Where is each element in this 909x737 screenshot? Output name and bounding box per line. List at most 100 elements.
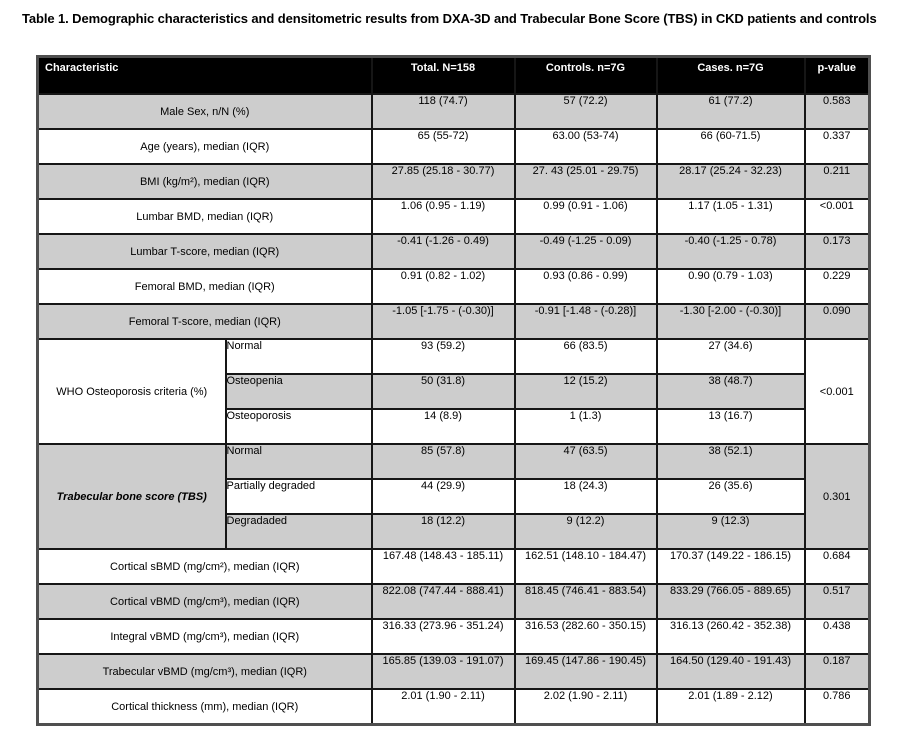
cell-pvalue: 0.211 [803,163,871,200]
table-row: Trabecular vBMD (mg/cm³), median (IQR) 1… [36,653,871,690]
cell-total: 50 (31.8) [370,373,516,410]
cell-pvalue: 0.090 [803,303,871,340]
cell-controls: 0.93 (0.86 - 0.99) [513,268,658,305]
header-controls: Controls. n=7G [513,55,658,95]
header-characteristic: Characteristic [36,55,373,95]
cell-total: 85 (57.8) [370,443,516,480]
cell-total: 0.91 (0.82 - 1.02) [370,268,516,305]
cell-subcategory: Osteoporosis [224,408,373,445]
cell-controls: 12 (15.2) [513,373,658,410]
table-row: Cortical thickness (mm), median (IQR) 2.… [36,688,871,726]
cell-characteristic: Age (years), median (IQR) [36,128,373,165]
cell-pvalue: 0.229 [803,268,871,305]
cell-pvalue: 0.438 [803,618,871,655]
cell-cases: 170.37 (149.22 - 186.15) [655,548,806,585]
cell-subcategory: Degradaded [224,513,373,550]
cell-cases: 27 (34.6) [655,338,806,375]
cell-characteristic: Trabecular vBMD (mg/cm³), median (IQR) [36,653,373,690]
cell-cases: -1.30 [-2.00 - (-0.30)] [655,303,806,340]
cell-cases: 833.29 (766.05 - 889.65) [655,583,806,620]
cell-controls: 18 (24.3) [513,478,658,515]
table-row: Cortical sBMD (mg/cm²), median (IQR) 167… [36,548,871,585]
cell-characteristic: Cortical sBMD (mg/cm²), median (IQR) [36,548,373,585]
cell-characteristic: Cortical thickness (mm), median (IQR) [36,688,373,726]
cell-total: 18 (12.2) [370,513,516,550]
table-row: Cortical vBMD (mg/cm³), median (IQR) 822… [36,583,871,620]
cell-subcategory: Partially degraded [224,478,373,515]
cell-cases: 38 (52.1) [655,443,806,480]
cell-characteristic: Femoral T-score, median (IQR) [36,303,373,340]
cell-cases: 0.90 (0.79 - 1.03) [655,268,806,305]
cell-pvalue: 0.337 [803,128,871,165]
cell-characteristic: BMI (kg/m²), median (IQR) [36,163,373,200]
cell-cases: 9 (12.3) [655,513,806,550]
cell-pvalue: 0.301 [803,443,871,550]
cell-controls: 1 (1.3) [513,408,658,445]
table-row: Age (years), median (IQR) 65 (55-72) 63.… [36,128,871,165]
table-row: Lumbar T-score, median (IQR) -0.41 (-1.2… [36,233,871,270]
cell-cases: 28.17 (25.24 - 32.23) [655,163,806,200]
cell-total: -0.41 (-1.26 - 0.49) [370,233,516,270]
cell-pvalue: 0.684 [803,548,871,585]
cell-pvalue: 0.173 [803,233,871,270]
cell-pvalue: 0.786 [803,688,871,726]
cell-subcategory: Normal [224,338,373,375]
cell-cases: -0.40 (-1.25 - 0.78) [655,233,806,270]
table-title: Table 1. Demographic characteristics and… [22,11,877,26]
cell-controls: 27. 43 (25.01 - 29.75) [513,163,658,200]
cell-cases: 1.17 (1.05 - 1.31) [655,198,806,235]
cell-total: 118 (74.7) [370,93,516,130]
table-row-group-tbs: Trabecular bone score (TBS) Normal 85 (5… [36,443,871,550]
cell-cases: 61 (77.2) [655,93,806,130]
cell-controls: 0.99 (0.91 - 1.06) [513,198,658,235]
cell-characteristic: Male Sex, n/N (%) [36,93,373,130]
cell-total: 165.85 (139.03 - 191.07) [370,653,516,690]
cell-total: 822.08 (747.44 - 888.41) [370,583,516,620]
table-container: Characteristic Total. N=158 Controls. n=… [36,55,871,726]
header-cases: Cases. n=7G [655,55,806,95]
cell-cases: 164.50 (129.40 - 191.43) [655,653,806,690]
cell-cases: 26 (35.6) [655,478,806,515]
cell-characteristic: Integral vBMD (mg/cm³), median (IQR) [36,618,373,655]
cell-total: 27.85 (25.18 - 30.77) [370,163,516,200]
cell-controls: 2.02 (1.90 - 2.11) [513,688,658,726]
cell-controls: -0.49 (-1.25 - 0.09) [513,233,658,270]
results-table: Characteristic Total. N=158 Controls. n=… [36,55,871,726]
table-row: Lumbar BMD, median (IQR) 1.06 (0.95 - 1.… [36,198,871,235]
cell-controls: 169.45 (147.86 - 190.45) [513,653,658,690]
header-row: Characteristic Total. N=158 Controls. n=… [36,55,871,95]
cell-total: -1.05 [-1.75 - (-0.30)] [370,303,516,340]
cell-total: 14 (8.9) [370,408,516,445]
cell-total: 316.33 (273.96 - 351.24) [370,618,516,655]
cell-subcategory: Osteopenia [224,373,373,410]
cell-cases: 13 (16.7) [655,408,806,445]
cell-total: 1.06 (0.95 - 1.19) [370,198,516,235]
cell-controls: 57 (72.2) [513,93,658,130]
cell-subcategory: Normal [224,443,373,480]
cell-pvalue: <0.001 [803,198,871,235]
cell-cases: 316.13 (260.42 - 352.38) [655,618,806,655]
table-row-group-who: WHO Osteoporosis criteria (%) Normal 93 … [36,338,871,445]
cell-controls: -0.91 [-1.48 - (-0.28)] [513,303,658,340]
cell-cases: 38 (48.7) [655,373,806,410]
table-row: Femoral BMD, median (IQR) 0.91 (0.82 - 1… [36,268,871,305]
header-total: Total. N=158 [370,55,516,95]
cell-cases: 66 (60-71.5) [655,128,806,165]
cell-controls: 47 (63.5) [513,443,658,480]
cell-total: 93 (59.2) [370,338,516,375]
cell-characteristic: Cortical vBMD (mg/cm³), median (IQR) [36,583,373,620]
cell-cases: 2.01 (1.89 - 2.12) [655,688,806,726]
cell-controls: 162.51 (148.10 - 184.47) [513,548,658,585]
cell-controls: 818.45 (746.41 - 883.54) [513,583,658,620]
cell-controls: 9 (12.2) [513,513,658,550]
cell-controls: 316.53 (282.60 - 350.15) [513,618,658,655]
cell-group-label: WHO Osteoporosis criteria (%) [36,338,227,445]
cell-total: 167.48 (148.43 - 185.11) [370,548,516,585]
cell-controls: 63.00 (53-74) [513,128,658,165]
cell-controls: 66 (83.5) [513,338,658,375]
cell-pvalue: 0.517 [803,583,871,620]
cell-group-label: Trabecular bone score (TBS) [36,443,227,550]
cell-total: 44 (29.9) [370,478,516,515]
cell-total: 2.01 (1.90 - 2.11) [370,688,516,726]
cell-total: 65 (55-72) [370,128,516,165]
